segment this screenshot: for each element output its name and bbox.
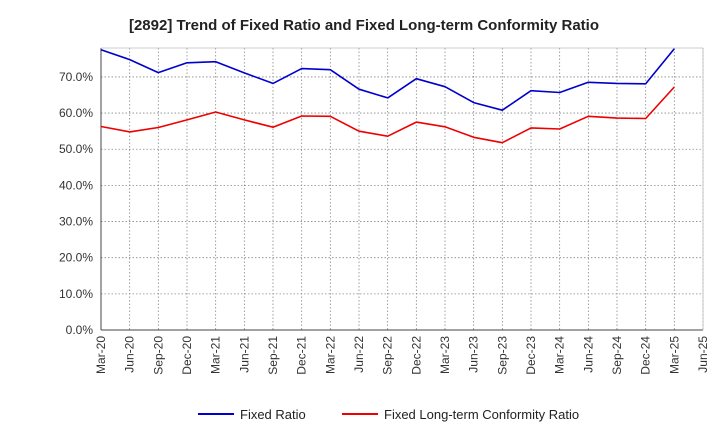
x-tick-label: Sep-21 [266,336,280,375]
chart-title: [2892] Trend of Fixed Ratio and Fixed Lo… [129,17,599,34]
x-tick-label: Mar-23 [438,336,452,374]
x-tick-label: Mar-25 [667,336,681,374]
x-tick-label: Dec-20 [180,336,194,375]
legend-label: Fixed Ratio [240,407,306,422]
fixed-ratio-line [100,48,675,111]
y-tick-label: 60.0% [59,106,93,120]
x-tick-label: Dec-21 [295,336,309,375]
x-tick-label: Dec-22 [409,336,423,375]
y-tick-label: 20.0% [59,251,93,265]
x-tick-label: Dec-23 [524,336,538,375]
y-axis-ticks: 0.0% 10.0% 20.0% 30.0% 40.0% 50.0% 60.0% 70.0% [59,70,93,337]
y-tick-label: 10.0% [59,287,93,301]
x-tick-label: Dec-24 [639,336,653,375]
y-tick-label: 0.0% [66,323,94,337]
x-tick-label: Sep-22 [381,336,395,375]
grid [101,48,704,330]
x-tick-label: Jun-20 [123,336,137,373]
x-tick-label: Mar-22 [323,336,337,374]
x-tick-label: Jun-22 [352,336,366,373]
legend-item-fixed-long-term-conformity-ratio: Fixed Long-term Conformity Ratio [342,407,579,422]
x-tick-label: Jun-23 [467,336,481,373]
x-tick-label: Jun-21 [237,336,251,373]
x-axis-ticks: Mar-20 Jun-20 Sep-20 Dec-20 Mar-21 Jun-21 Sep-… [94,336,710,375]
legend: Fixed Ratio Fixed Long-term Conformity Ra… [198,407,579,422]
axes [100,47,704,331]
y-tick-label: 40.0% [59,178,93,192]
y-tick-label: 50.0% [59,142,93,156]
x-tick-label: Jun-24 [581,336,595,373]
x-tick-label: Jun-25 [696,336,710,373]
x-tick-label: Sep-24 [610,336,624,375]
x-tick-label: Mar-20 [94,336,108,374]
legend-item-fixed-ratio: Fixed Ratio [198,407,306,422]
x-tick-label: Sep-20 [151,336,165,375]
x-tick-label: Sep-23 [495,336,509,375]
y-tick-label: 30.0% [59,215,93,229]
y-tick-label: 70.0% [59,70,93,84]
fixed-long-term-conformity-ratio-line [100,86,675,144]
series-lines [100,48,675,144]
x-tick-label: Mar-21 [209,336,223,374]
x-tick-label: Mar-24 [553,336,567,374]
legend-label: Fixed Long-term Conformity Ratio [384,407,579,422]
